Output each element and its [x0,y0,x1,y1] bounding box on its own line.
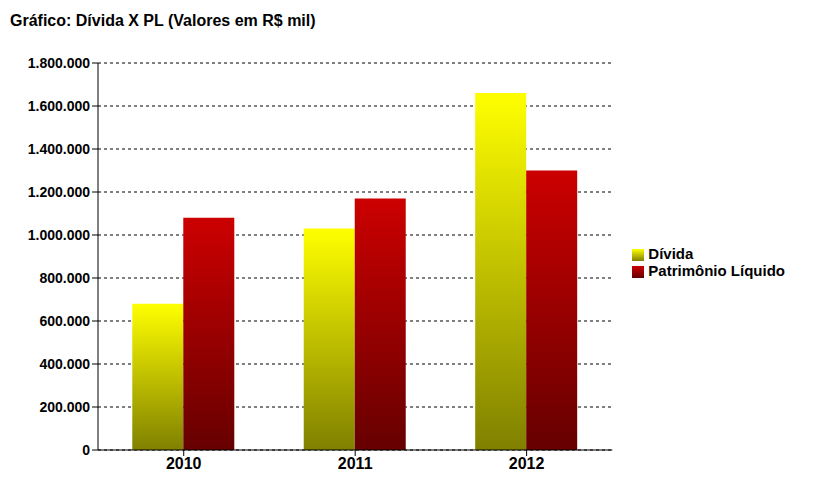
svg-text:2011: 2011 [338,455,373,472]
html-text:Dívida: Dívida [648,245,694,262]
svg-text:2012: 2012 [509,455,545,472]
svg-text:1.200.000: 1.200.000 [28,184,90,200]
svg-text:1.400.000: 1.400.000 [28,141,90,157]
html-text:Gráfico: Dívida X PL (Valores: Gráfico: Dívida X PL (Valores em R$ mil) [10,12,316,29]
svg-text:0: 0 [82,442,90,458]
svg-text:2010: 2010 [166,455,202,472]
svg-text:1.600.000: 1.600.000 [28,98,90,114]
svg-text:600.000: 600.000 [39,313,90,329]
svg-text:1.000.000: 1.000.000 [28,227,90,243]
svg-text:1.800.000: 1.800.000 [28,55,90,71]
html-text:Patrimônio Líquido: Patrimônio Líquido [648,262,785,279]
svg-text:400.000: 400.000 [39,356,90,372]
svg-text:200.000: 200.000 [39,399,90,415]
svg-text:800.000: 800.000 [39,270,90,286]
